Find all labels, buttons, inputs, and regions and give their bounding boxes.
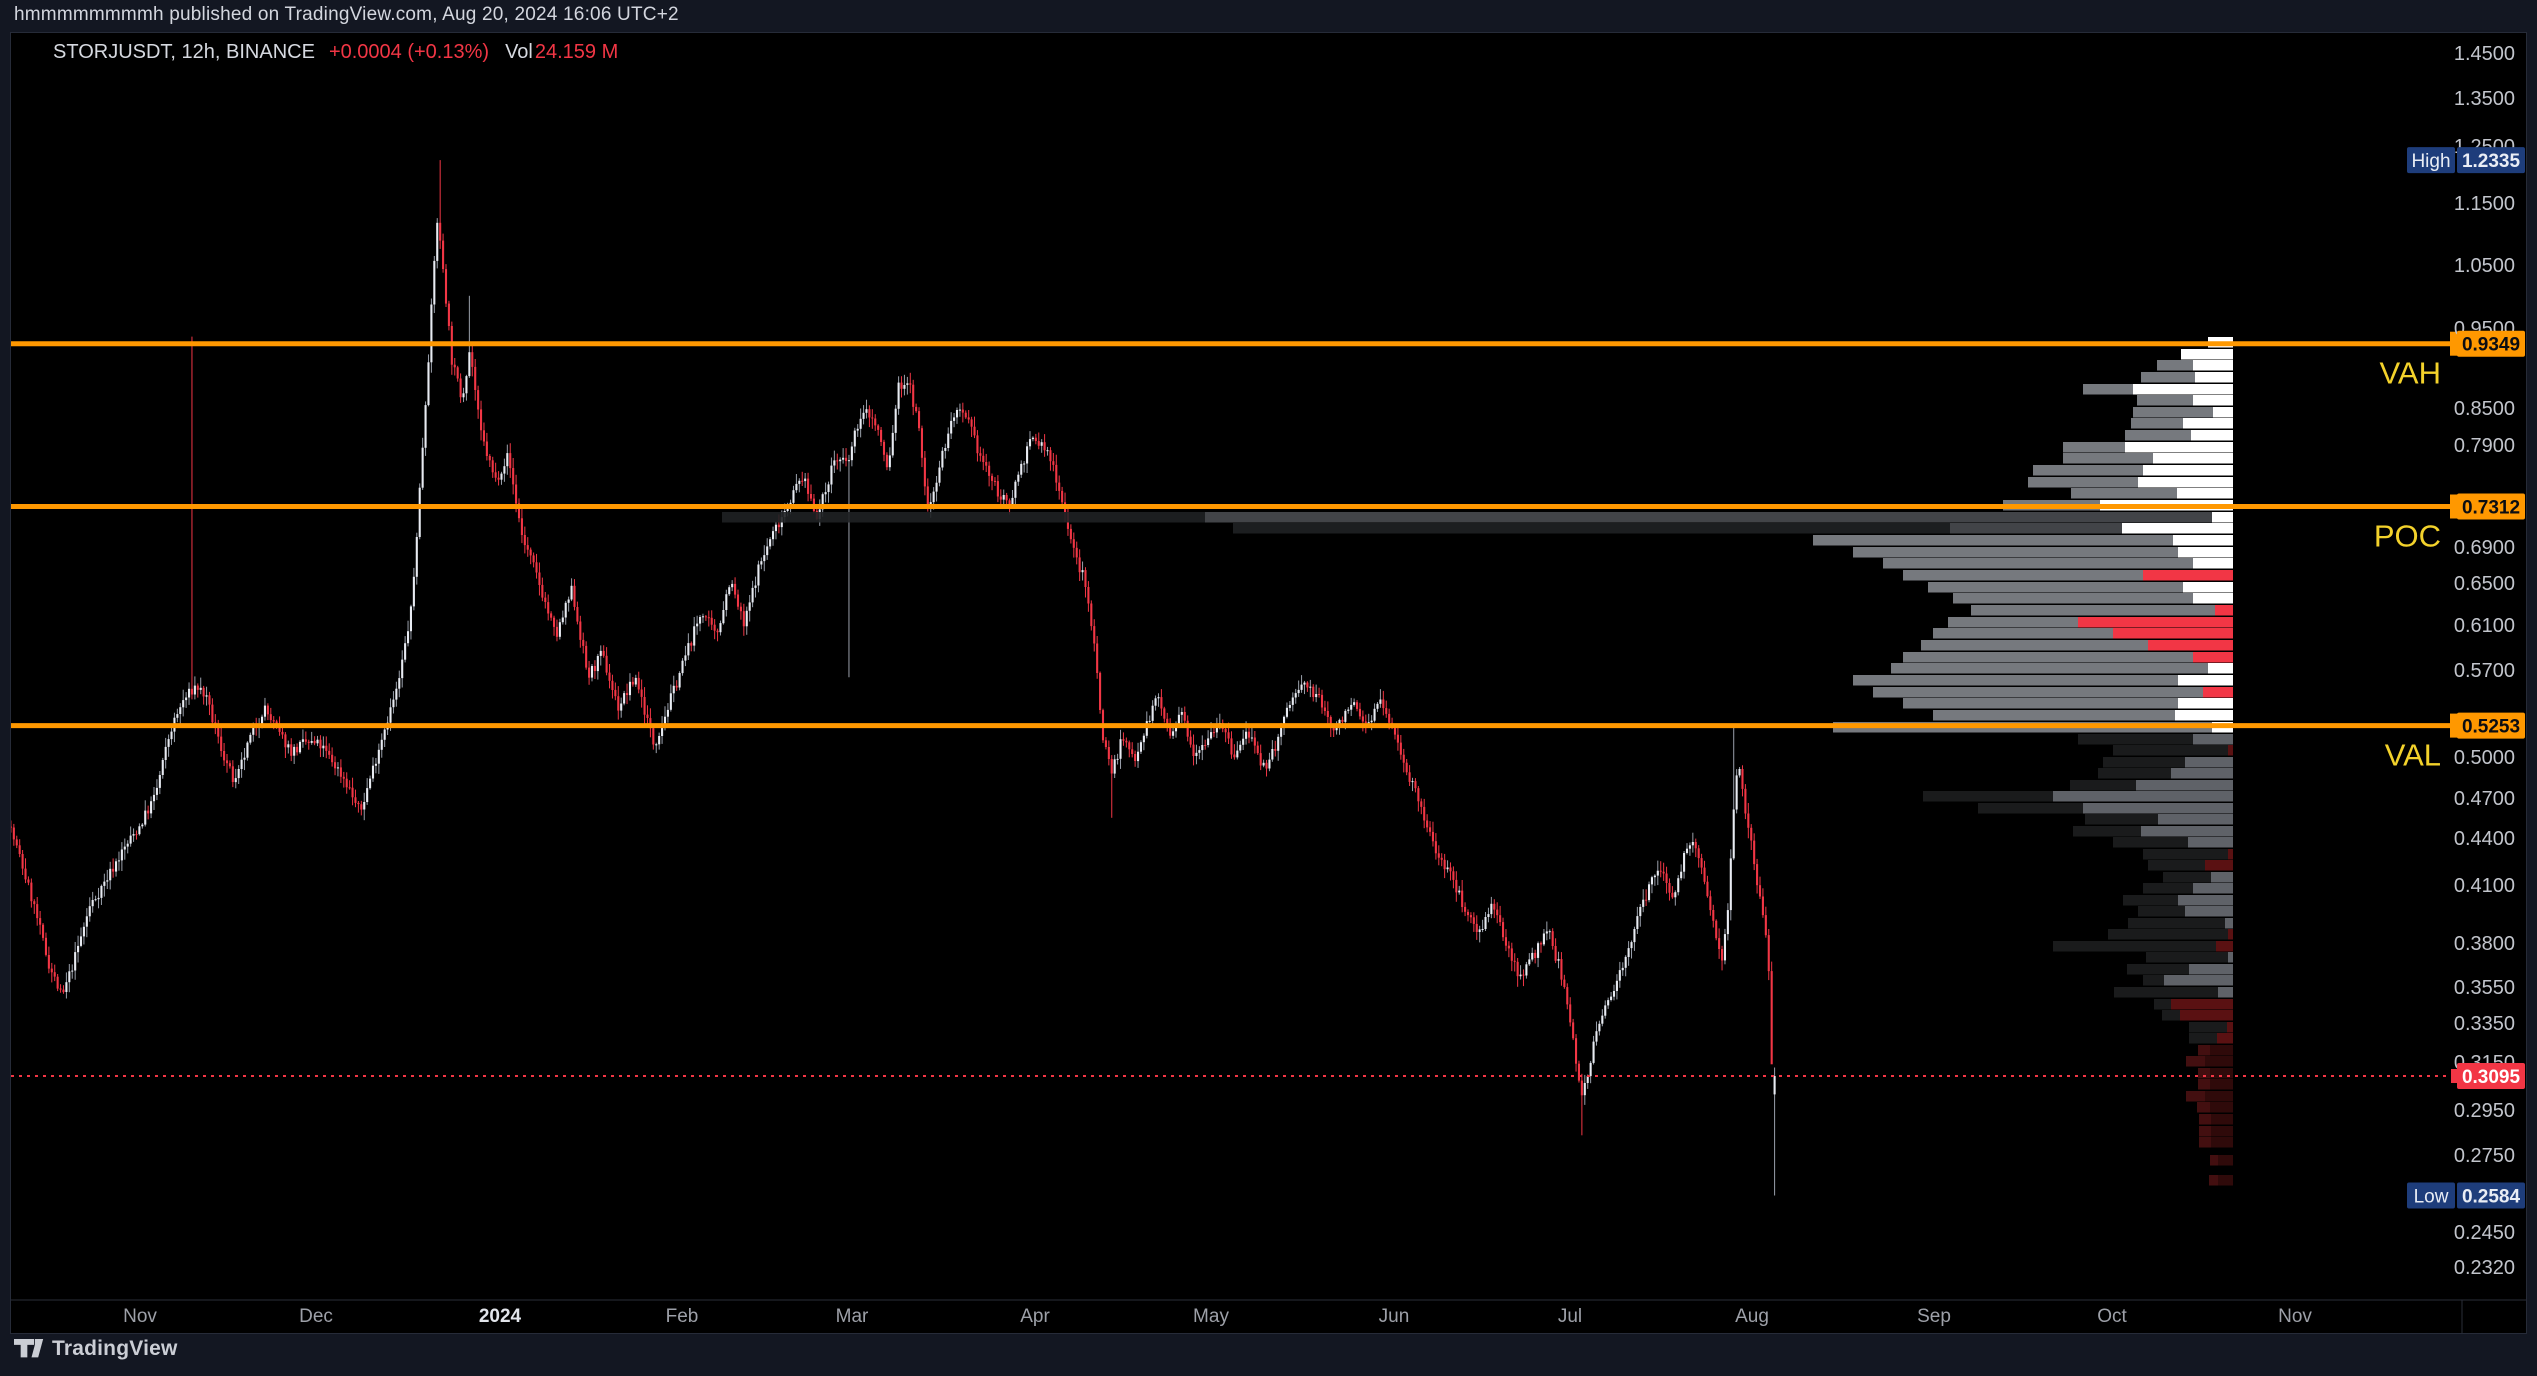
price-axis-label: 0.4400	[2454, 828, 2515, 850]
time-axis-label: Jun	[1379, 1306, 1410, 1327]
candles-layer	[6, 160, 1776, 1196]
price-axis-label: 0.5000	[2454, 747, 2515, 769]
tradingview-brand-text: TradingView	[52, 1337, 178, 1360]
price-axis-label: 0.3800	[2454, 933, 2515, 955]
poc-badge	[2457, 493, 2525, 520]
price-axis-label: 0.3550	[2454, 977, 2515, 999]
svg-text:0.9349: 0.9349	[2462, 335, 2520, 356]
symbol-title: STORJUSDT, 12h, BINANCE	[53, 41, 315, 63]
price-axis-label: 0.2450	[2454, 1222, 2515, 1244]
axes-layer: Nov Dec 2024 Feb Mar Apr May Jun Jul Aug Sep Oct Nov…	[11, 43, 2526, 1333]
publish-info: hmmmmmmmmh published on TradingView.com,…	[14, 4, 679, 25]
time-axis-label: Feb	[666, 1306, 699, 1327]
time-axis-label: Oct	[2097, 1306, 2127, 1327]
svg-text:0.7312: 0.7312	[2462, 498, 2520, 519]
svg-text:0.3095: 0.3095	[2462, 1067, 2521, 1088]
volume-value: 24.159 M	[534, 41, 619, 63]
chart-canvas[interactable]: VAH POC VAL Nov Dec 2024 Feb Mar Apr May Jun Jul Aug…	[6, 33, 2526, 1333]
time-axis-label: Nov	[123, 1306, 157, 1327]
levels-layer: VAH POC VAL	[11, 331, 2462, 1083]
price-axis-label: 1.0500	[2454, 255, 2515, 277]
price-axis-label: 0.2750	[2454, 1145, 2515, 1167]
chart-pane: STORJUSDT, 12h, BINANCE +0.0004 (+0.13%) V…	[6, 33, 2526, 1333]
price-axis-label: 0.2950	[2454, 1100, 2515, 1122]
price-axis-label: 1.3500	[2454, 88, 2515, 110]
time-axis-label: Aug	[1735, 1306, 1769, 1327]
time-axis-label: Jul	[1558, 1306, 1582, 1327]
price-axis-label: 0.3350	[2454, 1013, 2515, 1035]
time-axis-label: Mar	[836, 1306, 869, 1327]
svg-text:1.2335: 1.2335	[2462, 151, 2521, 172]
svg-text:0.2584: 0.2584	[2462, 1187, 2521, 1208]
volume-label: Vol	[505, 41, 533, 63]
chart-legend: STORJUSDT, 12h, BINANCE +0.0004 (+0.13%) V…	[53, 41, 618, 64]
last-price-badge	[2457, 1062, 2525, 1089]
poc-label: POC	[2374, 519, 2441, 554]
price-axis-label: 0.4100	[2454, 875, 2515, 897]
volume-profile-layer	[722, 337, 2233, 1186]
price-axis-label: 0.6500	[2454, 573, 2515, 595]
val-badge	[2457, 712, 2525, 739]
svg-text:0.5253: 0.5253	[2462, 717, 2520, 738]
time-axis-label: 2024	[479, 1306, 522, 1327]
price-axis-label: 0.6100	[2454, 615, 2515, 637]
high-badge	[2457, 147, 2525, 174]
low-badge	[2457, 1182, 2525, 1209]
time-axis-label: Nov	[2278, 1306, 2312, 1327]
price-axis-label: 0.5700	[2454, 660, 2515, 682]
time-axis-label: Apr	[1020, 1306, 1050, 1327]
tradingview-logo-icon	[14, 1339, 44, 1358]
vah-label: VAH	[2380, 356, 2441, 391]
time-axis-label: Sep	[1917, 1306, 1951, 1327]
price-axis-label: 1.1500	[2454, 193, 2515, 215]
price-axis-label: 0.8500	[2454, 398, 2515, 420]
tradingview-watermark[interactable]: TradingView	[14, 1337, 178, 1361]
time-axis-label: Dec	[299, 1306, 333, 1327]
price-change: +0.0004 (+0.13%)	[328, 41, 490, 63]
price-axis-label: 0.7900	[2454, 435, 2515, 457]
svg-text:High: High	[2411, 151, 2450, 172]
time-axis-label: May	[1193, 1306, 1229, 1327]
vah-badge	[2457, 330, 2525, 357]
price-axis-label: 0.6900	[2454, 537, 2515, 559]
price-axis-label: 0.2320	[2454, 1257, 2515, 1279]
price-axis-label: 1.4500	[2454, 43, 2515, 65]
last-price-handle	[2451, 1069, 2462, 1083]
price-axis-label: 0.4700	[2454, 788, 2515, 810]
val-label: VAL	[2385, 738, 2441, 773]
svg-text:Low: Low	[2414, 1187, 2449, 1208]
